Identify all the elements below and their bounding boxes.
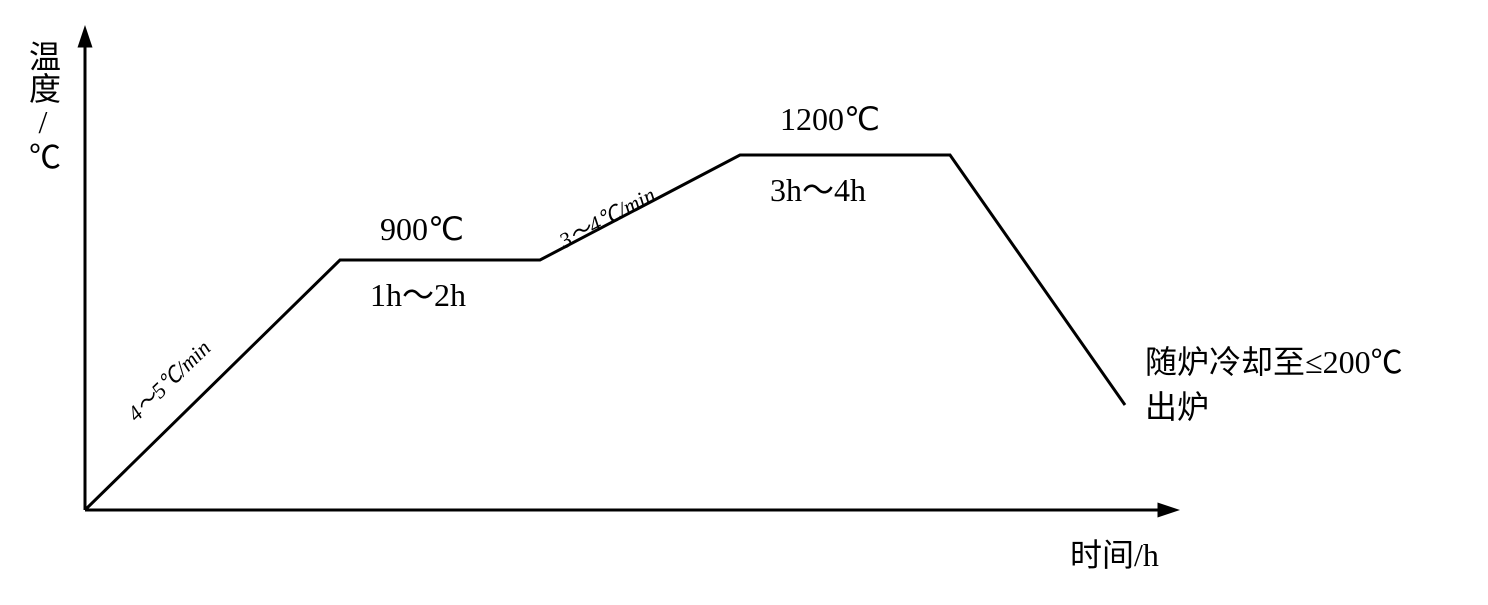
y-axis-label: 温度/℃ <box>20 40 66 172</box>
plateau2-duration: 3h～4h <box>770 165 866 211</box>
y-axis-label-text: 温度/℃ <box>25 40 61 172</box>
plateau1-duration: 1h～2h <box>370 270 466 316</box>
x-axis-label: 时间/h <box>1070 530 1159 576</box>
x-axis-label-text: 时间/h <box>1070 537 1159 573</box>
cooling-line2: 出炉 <box>1145 385 1403 430</box>
y-axis-arrow <box>78 25 93 48</box>
cooling-line1: 随炉冷却至≤200℃ <box>1145 340 1403 385</box>
plateau1-temp: 900℃ <box>380 210 464 248</box>
chart-svg <box>0 0 1488 600</box>
cooling-text: 随炉冷却至≤200℃ 出炉 <box>1145 340 1403 430</box>
plateau2-temp: 1200℃ <box>780 100 880 138</box>
temperature-profile-chart: 温度/℃ 时间/h 900℃ 1h～2h 1200℃ 3h～4h 4～5℃/mi… <box>0 0 1488 600</box>
x-axis-arrow <box>1158 503 1181 518</box>
